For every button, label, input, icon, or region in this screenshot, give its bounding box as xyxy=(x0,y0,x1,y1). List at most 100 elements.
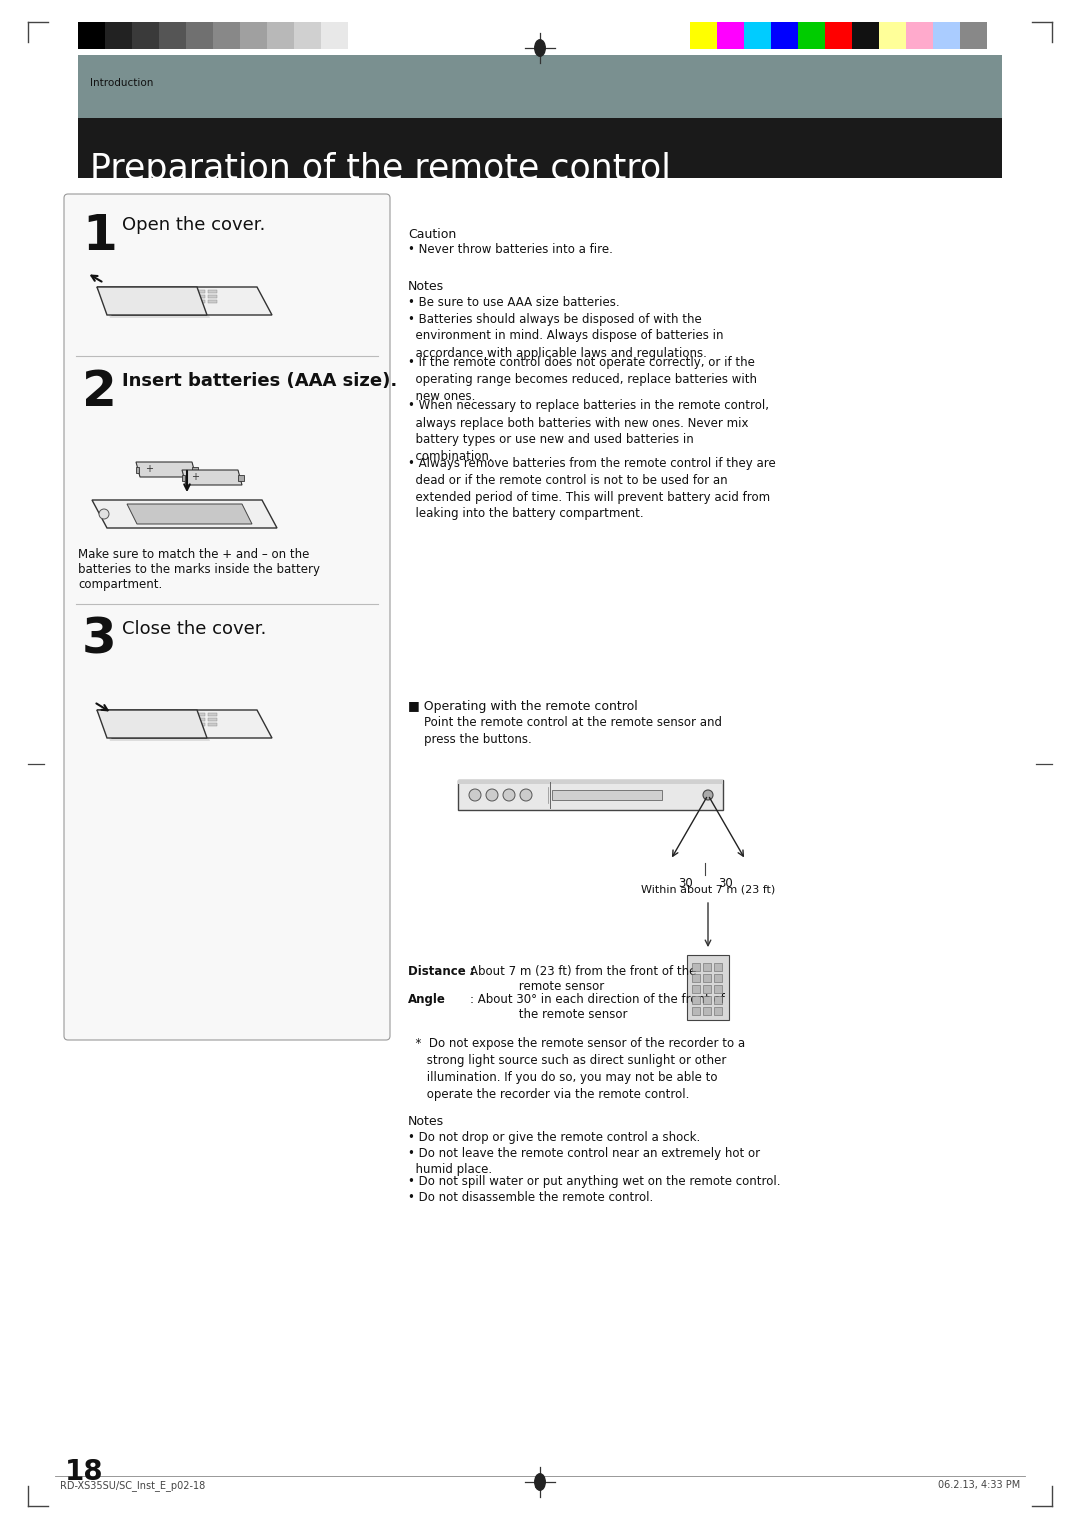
Bar xyxy=(186,21,213,49)
Text: 18: 18 xyxy=(65,1458,104,1487)
Text: RD-XS35SU/SC_Inst_E_p02-18: RD-XS35SU/SC_Inst_E_p02-18 xyxy=(60,1481,205,1491)
Bar xyxy=(184,290,193,293)
Bar xyxy=(136,468,139,474)
Text: • When necessary to replace batteries in the remote control,
  always replace bo: • When necessary to replace batteries in… xyxy=(408,399,769,463)
Bar xyxy=(703,973,711,983)
Bar xyxy=(172,714,181,717)
Bar xyxy=(172,299,181,303)
Bar xyxy=(172,295,181,298)
Text: : About 30° in each direction of the front of
             the remote sensor: : About 30° in each direction of the fro… xyxy=(470,993,725,1021)
Circle shape xyxy=(565,792,571,798)
Bar xyxy=(703,963,711,970)
Text: Notes: Notes xyxy=(408,280,444,293)
Polygon shape xyxy=(183,471,242,484)
Bar xyxy=(195,723,205,726)
Bar xyxy=(267,21,294,49)
Bar xyxy=(692,986,700,993)
Text: Preparation of the remote control: Preparation of the remote control xyxy=(90,151,671,186)
Bar xyxy=(195,299,205,303)
Circle shape xyxy=(519,788,532,801)
Bar xyxy=(692,996,700,1004)
Bar xyxy=(208,714,217,717)
Bar xyxy=(879,21,906,49)
Bar xyxy=(703,986,711,993)
Text: Point the remote control at the remote sensor and
press the buttons.: Point the remote control at the remote s… xyxy=(424,717,723,746)
Bar xyxy=(105,21,132,49)
Bar xyxy=(458,779,723,810)
Bar xyxy=(192,468,198,474)
Bar xyxy=(172,290,181,293)
Text: +: + xyxy=(191,472,199,481)
Bar xyxy=(798,21,825,49)
Bar xyxy=(692,973,700,983)
Text: Angle: Angle xyxy=(408,993,446,1005)
Text: 1: 1 xyxy=(82,212,117,260)
Bar xyxy=(213,21,240,49)
Text: 30: 30 xyxy=(718,877,733,889)
Polygon shape xyxy=(100,714,210,741)
Polygon shape xyxy=(97,287,207,315)
Text: • If the remote control does not operate correctly, or if the
  operating range : • If the remote control does not operate… xyxy=(408,356,757,403)
Bar xyxy=(195,295,205,298)
Text: • Be sure to use AAA size batteries.: • Be sure to use AAA size batteries. xyxy=(408,296,620,309)
Text: ■ Operating with the remote control: ■ Operating with the remote control xyxy=(408,700,638,714)
Bar xyxy=(692,963,700,970)
Polygon shape xyxy=(97,711,207,738)
Bar xyxy=(552,790,662,801)
Bar xyxy=(208,290,217,293)
Bar xyxy=(960,21,987,49)
Bar xyxy=(172,723,181,726)
Bar xyxy=(714,963,723,970)
Bar xyxy=(195,290,205,293)
Bar xyxy=(714,996,723,1004)
Polygon shape xyxy=(97,711,272,738)
Text: +: + xyxy=(145,465,153,474)
Bar xyxy=(208,723,217,726)
Bar xyxy=(687,955,729,1021)
Bar xyxy=(348,21,375,49)
Bar xyxy=(714,1007,723,1015)
Bar xyxy=(184,299,193,303)
Bar xyxy=(744,21,771,49)
Circle shape xyxy=(99,509,109,520)
Bar xyxy=(240,21,267,49)
Bar xyxy=(159,21,186,49)
Bar xyxy=(294,21,321,49)
Bar xyxy=(184,295,193,298)
Bar xyxy=(690,21,717,49)
Polygon shape xyxy=(127,504,252,524)
Bar xyxy=(692,1007,700,1015)
Bar xyxy=(78,118,1002,177)
Circle shape xyxy=(469,788,481,801)
Circle shape xyxy=(486,788,498,801)
Text: Introduction: Introduction xyxy=(90,78,153,89)
Bar xyxy=(703,996,711,1004)
Text: • Do not spill water or put anything wet on the remote control.: • Do not spill water or put anything wet… xyxy=(408,1175,781,1189)
Circle shape xyxy=(112,720,122,729)
Text: Open the cover.: Open the cover. xyxy=(122,215,266,234)
Text: *  Do not expose the remote sensor of the recorder to a
     strong light source: * Do not expose the remote sensor of the… xyxy=(408,1038,745,1102)
Text: 2: 2 xyxy=(82,368,117,416)
Bar xyxy=(132,21,159,49)
Bar xyxy=(195,718,205,721)
Bar xyxy=(172,718,181,721)
Bar xyxy=(184,718,193,721)
Text: Within about 7 m (23 ft): Within about 7 m (23 ft) xyxy=(640,885,775,895)
Text: Distance :: Distance : xyxy=(408,966,475,978)
Text: 3: 3 xyxy=(82,616,117,665)
Polygon shape xyxy=(92,500,276,529)
Bar xyxy=(714,986,723,993)
Polygon shape xyxy=(100,290,210,318)
Circle shape xyxy=(503,788,515,801)
Polygon shape xyxy=(136,461,195,477)
Text: Caution: Caution xyxy=(408,228,456,241)
Circle shape xyxy=(703,790,713,801)
FancyBboxPatch shape xyxy=(64,194,390,1041)
Bar xyxy=(208,295,217,298)
Bar xyxy=(208,718,217,721)
Bar xyxy=(238,475,244,481)
Bar xyxy=(703,1007,711,1015)
Text: • Do not disassemble the remote control.: • Do not disassemble the remote control. xyxy=(408,1190,653,1204)
Bar xyxy=(78,55,1002,118)
Bar xyxy=(78,21,105,49)
